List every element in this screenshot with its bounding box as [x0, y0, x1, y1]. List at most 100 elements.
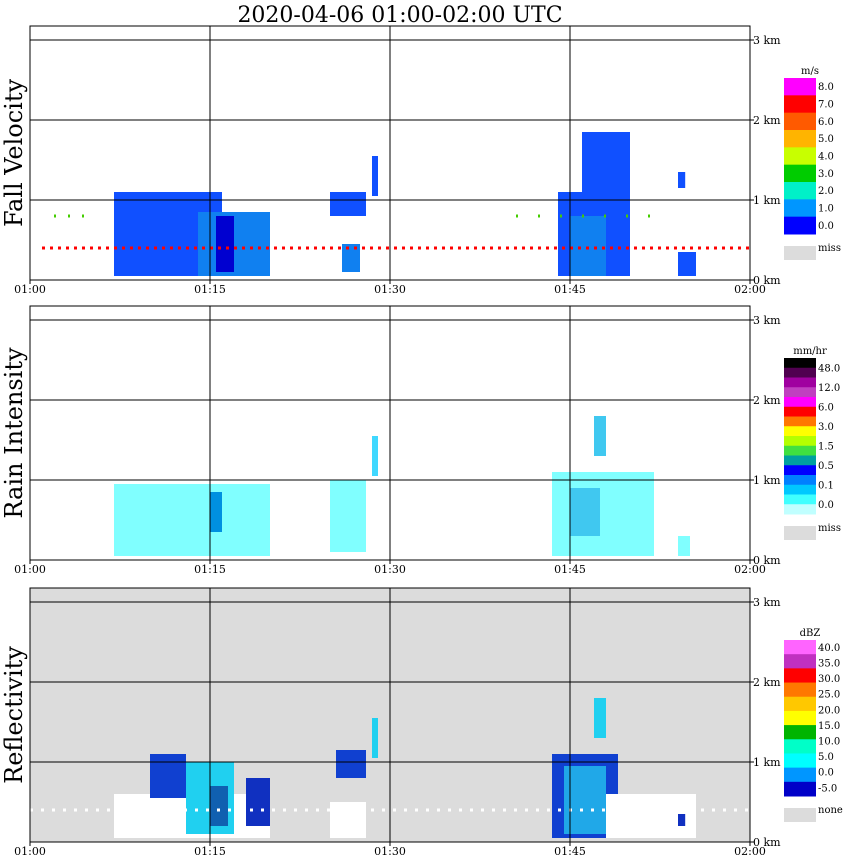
colorbar-swatch	[784, 147, 816, 166]
y-tick-label: 1 km	[753, 474, 781, 487]
x-tick-label: 01:00	[14, 283, 46, 296]
colorbar-swatch	[784, 710, 816, 726]
panels: Fall Velocity 0 km 1 km 2 km 3 km 01:00 01:15 0…	[0, 25, 843, 858]
colorbar-label: 2.0	[818, 186, 834, 197]
colorbar-unit: dBZ	[800, 628, 821, 639]
colorbar-swatch	[784, 426, 816, 437]
colorbar-swatch	[784, 484, 816, 495]
colorbar-swatch	[784, 95, 816, 114]
colorbar-label: 5.0	[818, 134, 834, 145]
colorbar-label: 35.0	[818, 659, 840, 670]
x-tick-label: 01:15	[194, 563, 226, 576]
colorbar-label: 0.0	[818, 221, 834, 232]
y-tick-label: 3 km	[753, 596, 781, 609]
echo-region	[216, 216, 234, 272]
x-tick-label: 01:45	[554, 845, 586, 858]
x-tick-label: 01:30	[374, 283, 406, 296]
colorbar-swatch	[784, 387, 816, 398]
y-tick-label: 1 km	[753, 194, 781, 207]
colorbar-swatch	[784, 78, 816, 96]
echo-region	[330, 480, 366, 552]
colorbar-swatch	[784, 377, 816, 388]
colorbar-swatch	[784, 494, 816, 505]
echo-region	[564, 766, 606, 834]
colorbar-swatch	[784, 781, 816, 797]
colorbar-label: 48.0	[818, 364, 840, 375]
colorbar-label: 12.0	[818, 383, 840, 394]
x-tick-label: 01:30	[374, 845, 406, 858]
echo-region	[594, 698, 606, 738]
colorbar-swatch	[784, 475, 816, 486]
colorbar-swatch	[784, 668, 816, 684]
echo-region	[372, 436, 378, 476]
colorbar-swatch	[784, 465, 816, 476]
echo-region	[114, 484, 270, 556]
y-tick-label: 1 km	[753, 756, 781, 769]
colorbar-miss-label: miss	[818, 523, 841, 534]
panel-rain-intensity: Rain Intensity 0 km 1 km 2 km 3 km 01:00 01:15…	[0, 305, 841, 576]
colorbar-label: 1.5	[818, 442, 834, 453]
colorbar-miss-swatch	[784, 808, 816, 822]
colorbar-unit: m/s	[801, 66, 819, 77]
colorbar-label: 0.5	[818, 461, 834, 472]
figure-title: 2020-04-06 01:00-02:00 UTC	[237, 3, 562, 28]
colorbar-swatch	[784, 767, 816, 783]
echo-region	[372, 156, 378, 196]
colorbar-label: 1.0	[818, 203, 834, 214]
x-tick-label: 01:15	[194, 845, 226, 858]
colorbar-swatch	[784, 164, 816, 183]
colorbar-miss-swatch	[784, 526, 816, 540]
colorbar-unit: mm/hr	[793, 346, 827, 357]
colorbar-label: 4.0	[818, 151, 834, 162]
colorbar-label: 40.0	[818, 643, 840, 654]
panel-reflectivity: Reflectivity 0 km 1 km 2 km 3 km 01:00 01:15 01…	[0, 587, 843, 858]
echo-region	[330, 192, 366, 216]
y-tick-label: 2 km	[753, 676, 781, 689]
colorbar-label: 3.0	[818, 422, 834, 433]
colorbar-swatch	[784, 455, 816, 466]
colorbar-swatch	[784, 358, 816, 369]
colorbar-label: 3.0	[818, 169, 834, 180]
x-tick-label: 01:30	[374, 563, 406, 576]
echo-region	[150, 754, 186, 798]
colorbar-swatch	[784, 504, 816, 515]
colorbar-swatch	[784, 682, 816, 698]
colorbar-swatch	[784, 739, 816, 754]
colorbar-label: 7.0	[818, 99, 834, 110]
colorbar-label: -5.0	[818, 783, 837, 794]
y-tick-label: 3 km	[753, 34, 781, 47]
y-axis-label: Fall Velocity	[0, 79, 28, 228]
x-tick-label: 02:00	[734, 283, 766, 296]
colorbar-label: 6.0	[818, 403, 834, 414]
colorbar-swatch	[784, 696, 816, 712]
echo-region	[336, 750, 366, 778]
colorbar-swatch	[784, 130, 816, 148]
echo-region	[570, 488, 600, 536]
colorbar-swatch	[784, 406, 816, 417]
y-tick-label: 2 km	[753, 394, 781, 407]
y-axis-label: Reflectivity	[0, 646, 28, 784]
colorbar-swatch	[784, 397, 816, 408]
y-tick-label: 0 km	[753, 274, 781, 287]
y-tick-label: 2 km	[753, 114, 781, 127]
echo-region	[678, 814, 686, 826]
colorbar-miss-label: miss	[818, 243, 841, 254]
echo-region	[678, 252, 696, 276]
colorbar-swatch	[784, 640, 816, 655]
echo-region	[210, 492, 222, 532]
colorbar-label: 0.0	[818, 768, 834, 779]
y-tick-label: 3 km	[753, 314, 781, 327]
x-tick-label: 01:45	[554, 563, 586, 576]
colorbar-miss-label: none	[818, 805, 843, 816]
echo-region	[210, 786, 228, 826]
colorbar-label: 30.0	[818, 674, 840, 685]
echo-region	[342, 244, 360, 272]
colorbar-swatch	[784, 182, 816, 200]
colorbar-label: 25.0	[818, 690, 840, 701]
colorbar-label: 0.1	[818, 481, 834, 492]
x-tick-label: 01:00	[14, 563, 46, 576]
colorbar-label: 8.0	[818, 82, 834, 93]
colorbar-swatch	[784, 416, 816, 427]
echo-region	[246, 778, 270, 826]
